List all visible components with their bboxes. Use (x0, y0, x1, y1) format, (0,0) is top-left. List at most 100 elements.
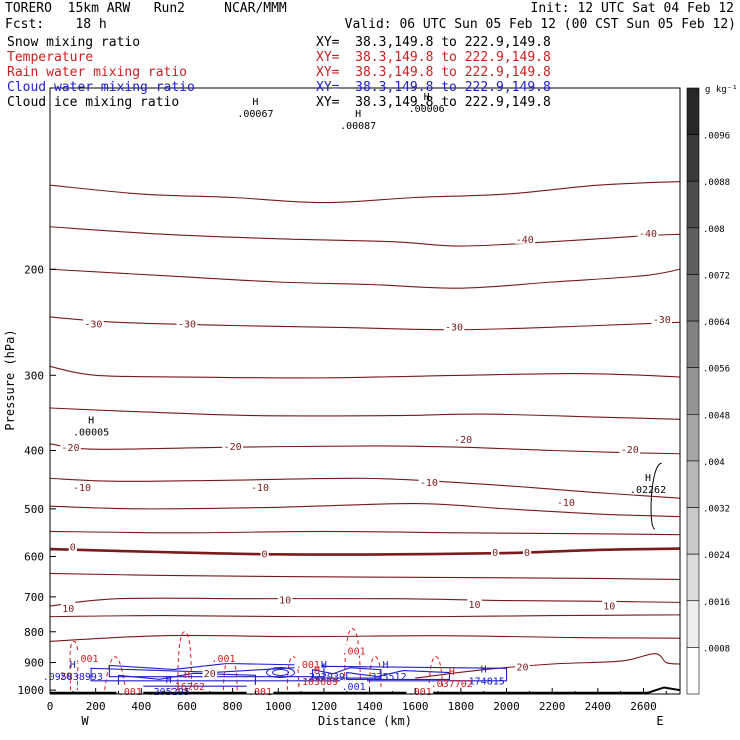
value-label-2-bg (294, 658, 322, 670)
precip-layer (69, 462, 662, 691)
rain-contour-0 (69, 640, 79, 691)
contour-layer (50, 180, 680, 694)
value-label-7-bg (406, 684, 434, 696)
contour-label-13-bg (555, 495, 577, 507)
x-tick-label-0: 0 (47, 700, 54, 713)
colorbar-level-2: .008 (703, 225, 725, 235)
contour-label-18-bg (277, 593, 293, 605)
x-tick-label-9: 1800 (448, 700, 475, 713)
y-tick-label-0: 200 (24, 263, 44, 276)
contour-label-15-bg (260, 547, 269, 559)
contour-label-layer: -40 -40 -30 -30 -30 -30 -20 -20 -20 -20 -10 -10 -10 -… (43, 92, 673, 698)
extremum-mark-2: H (252, 97, 258, 108)
contour-label-20-bg (602, 599, 617, 611)
extremum-mark-0: H (88, 416, 94, 427)
x-tick-label-7: 1400 (356, 700, 383, 713)
field-xy-1: XY= 38.3,149.8 to 222.9,149.8 (316, 50, 551, 65)
extremum-value-0: .00005 (73, 428, 109, 439)
value-label-6-bg (246, 684, 274, 696)
extremum-mark-3: H (355, 109, 361, 120)
contour-label-16-bg (491, 546, 500, 558)
colorbar-level-3: .0072 (703, 271, 730, 281)
contour-label-5-bg (651, 313, 673, 325)
contour-label-6: -20 (62, 443, 80, 454)
extremum-value-12: .037702 (431, 679, 473, 690)
extremum-value-6: .205295 (148, 687, 190, 698)
contour-label-22-bg (515, 660, 530, 672)
temperature-contour-5 (50, 407, 680, 420)
y-tick-label-2: 400 (24, 445, 44, 458)
contour-label-10-bg (71, 481, 93, 493)
contour-label-12-bg (418, 475, 440, 487)
temperature-contour-1 (50, 226, 680, 247)
colorbar-swatch-10 (686, 553, 700, 602)
colorbar-level-9: .0024 (703, 551, 730, 561)
colorbar-level-10: .0016 (703, 598, 730, 608)
temperature-contour-3 (50, 316, 680, 331)
contour-label-24: 20 (204, 669, 216, 680)
extremum-mark-6: H (166, 675, 172, 686)
extremum-mark-10: H (383, 660, 389, 671)
field-name-4: Cloud ice mixing ratio (7, 95, 180, 110)
temperature-contour-13 (50, 614, 680, 618)
contour-label-20: 10 (603, 601, 615, 612)
temperature-contour-4 (50, 365, 680, 379)
colorbar-level-11: .0008 (703, 644, 730, 654)
temperature-contour-12 (50, 597, 680, 607)
y-tick-label-8: 1000 (18, 684, 45, 697)
y-tick-label-4: 600 (24, 551, 44, 564)
contour-label-7-bg (222, 439, 243, 451)
x-axis-label: Distance (km) (318, 714, 412, 728)
value-label-6: .001 (248, 687, 272, 698)
extremum-value-11: .174815 (463, 676, 505, 687)
y-axis-label: Pressure (hPa) (3, 329, 17, 430)
contour-label-24-bg (202, 666, 217, 678)
temperature-contour-14 (50, 634, 680, 642)
colorbar-swatch-9 (686, 507, 700, 555)
value-label-2: .001 (296, 660, 320, 671)
colorbar-swatch-8 (686, 460, 700, 508)
contour-label-8: -20 (454, 435, 472, 446)
value-label-5-bg (116, 684, 144, 696)
cloud-water-contour-4 (346, 669, 451, 680)
contour-label-10: -10 (73, 483, 91, 494)
temperature-contour-2 (50, 268, 680, 289)
contour-label-22: 20 (516, 662, 528, 673)
extremum-value-1: .02262 (630, 485, 666, 496)
value-label-5: .001 (118, 687, 142, 698)
colorbar-level-4: .0064 (703, 318, 730, 328)
rain-contour-6 (369, 656, 382, 691)
temperature-contour-9 (50, 530, 680, 536)
extremum-value-3: .00087 (340, 121, 376, 132)
contour-label-11-bg (249, 481, 271, 493)
x-tick-label-8: 1600 (402, 700, 429, 713)
contour-label-7: -20 (224, 442, 242, 453)
field-name-2: Rain water mixing ratio (7, 65, 188, 80)
cloud-water-core (266, 667, 296, 679)
extremum-mark-7: H (184, 670, 190, 681)
x-tick-label-5: 1000 (265, 700, 292, 713)
contour-label-0: -40 (516, 235, 534, 246)
field-xy-3: XY= 38.3,149.8 to 222.9,149.8 (316, 80, 551, 95)
temperature-contour-15 (415, 653, 680, 679)
colorbar-swatch-5 (686, 320, 700, 368)
extremum-mark-12: H (449, 667, 455, 678)
temperature-contour-8 (50, 503, 680, 518)
contour-label-18: 10 (279, 595, 291, 606)
extremum-value-10: .375512 (364, 672, 406, 683)
extremum-mark-1: H (645, 473, 651, 484)
plot-frame (49, 87, 681, 695)
temperature-contour-7 (50, 477, 680, 499)
contour-label-21: 10 (62, 604, 74, 615)
contour-label-17: 0 (524, 548, 530, 559)
contour-label-19-bg (467, 597, 482, 609)
rain-contour-7 (428, 656, 444, 691)
contour-label-2-bg (83, 317, 104, 329)
rain-contour-2 (177, 631, 193, 691)
contour-label-16: 0 (492, 548, 498, 559)
value-label-0: .001 (74, 654, 98, 665)
colorbar-swatch-12 (686, 647, 700, 695)
contour-label-19: 10 (469, 600, 481, 611)
